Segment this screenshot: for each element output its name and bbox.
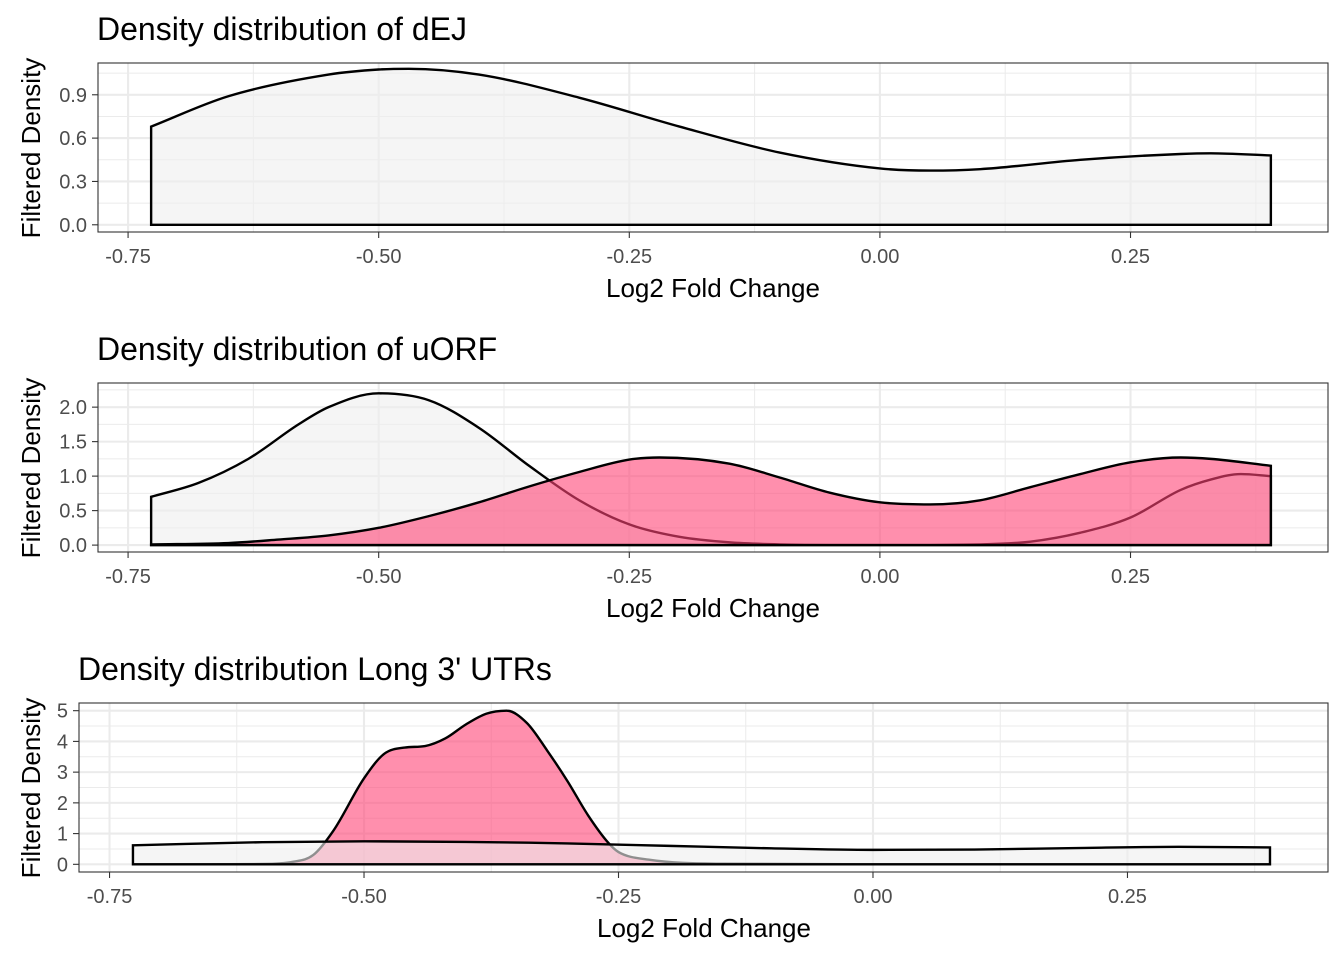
- axes: -0.75 -0.50 -0.25 0.00 0.25 0 1 2 3 4 5: [57, 701, 1147, 908]
- y-tick-label: 2: [57, 793, 68, 815]
- x-tick-label: 0.25: [1111, 566, 1150, 588]
- density-area-1: [149, 67, 1273, 226]
- x-tick-label: -0.25: [606, 566, 652, 588]
- x-tick-label: 0.00: [860, 246, 899, 268]
- density-area-2: [149, 456, 1273, 547]
- x-tick-label: 0.25: [1108, 886, 1147, 908]
- density-marks: [149, 67, 1273, 226]
- panel-border: [97, 382, 1329, 553]
- panel-border: [97, 62, 1329, 233]
- chart-title: Density distribution Long 3' UTRs: [78, 651, 552, 687]
- density-area-2: [131, 840, 1272, 866]
- x-axis-title: Log2 Fold Change: [597, 913, 811, 943]
- y-axis-title: Filtered Density: [16, 698, 46, 879]
- axes: -0.75 -0.50 -0.25 0.00 0.25 0.0 0.3 0.6 0.9: [59, 85, 1150, 268]
- density-marks: [131, 709, 1272, 866]
- y-tick-label: 2.0: [59, 397, 87, 419]
- y-tick-label: 0.5: [59, 501, 87, 523]
- x-axis-title: Log2 Fold Change: [606, 273, 820, 303]
- y-axis-title: Filtered Density: [16, 58, 46, 239]
- chart-panel-uorf: Density distribution of uORF Filtered De…: [16, 331, 1329, 623]
- x-tick-label: -0.75: [105, 566, 151, 588]
- y-tick-label: 0: [57, 854, 68, 876]
- chart-panel-long-utr: Density distribution Long 3' UTRs Filter…: [16, 651, 1329, 943]
- x-tick-label: -0.25: [596, 886, 642, 908]
- y-tick-label: 1.0: [59, 466, 87, 488]
- x-tick-label: 0.00: [854, 886, 893, 908]
- y-tick-label: 0.6: [59, 128, 87, 150]
- y-tick-label: 0.9: [59, 85, 87, 107]
- y-tick-label: 5: [57, 701, 68, 723]
- chart-title: Density distribution of uORF: [97, 331, 497, 367]
- x-tick-label: -0.75: [105, 246, 151, 268]
- y-tick-label: 0.0: [59, 535, 87, 557]
- panel-border: [78, 702, 1329, 873]
- x-tick-label: -0.50: [341, 886, 387, 908]
- y-tick-label: 1.5: [59, 432, 87, 454]
- chart-panel-dej: Density distribution of dEJ Filtered Den…: [16, 11, 1329, 303]
- y-tick-label: 0.0: [59, 215, 87, 237]
- y-tick-label: 0.3: [59, 171, 87, 193]
- x-axis-title: Log2 Fold Change: [606, 593, 820, 623]
- density-marks: [149, 392, 1273, 547]
- y-tick-label: 3: [57, 762, 68, 784]
- axes: -0.75 -0.50 -0.25 0.00 0.25 0.0 0.5 1.0 1.5 2.0: [59, 397, 1150, 588]
- x-tick-label: -0.25: [606, 246, 652, 268]
- y-tick-label: 4: [57, 731, 68, 753]
- y-tick-label: 1: [57, 824, 68, 846]
- x-tick-label: -0.50: [356, 246, 402, 268]
- x-tick-label: 0.00: [860, 566, 899, 588]
- y-axis-title: Filtered Density: [16, 378, 46, 559]
- x-tick-label: 0.25: [1111, 246, 1150, 268]
- x-tick-label: -0.50: [356, 566, 402, 588]
- chart-title: Density distribution of dEJ: [97, 11, 467, 47]
- x-tick-label: -0.75: [87, 886, 133, 908]
